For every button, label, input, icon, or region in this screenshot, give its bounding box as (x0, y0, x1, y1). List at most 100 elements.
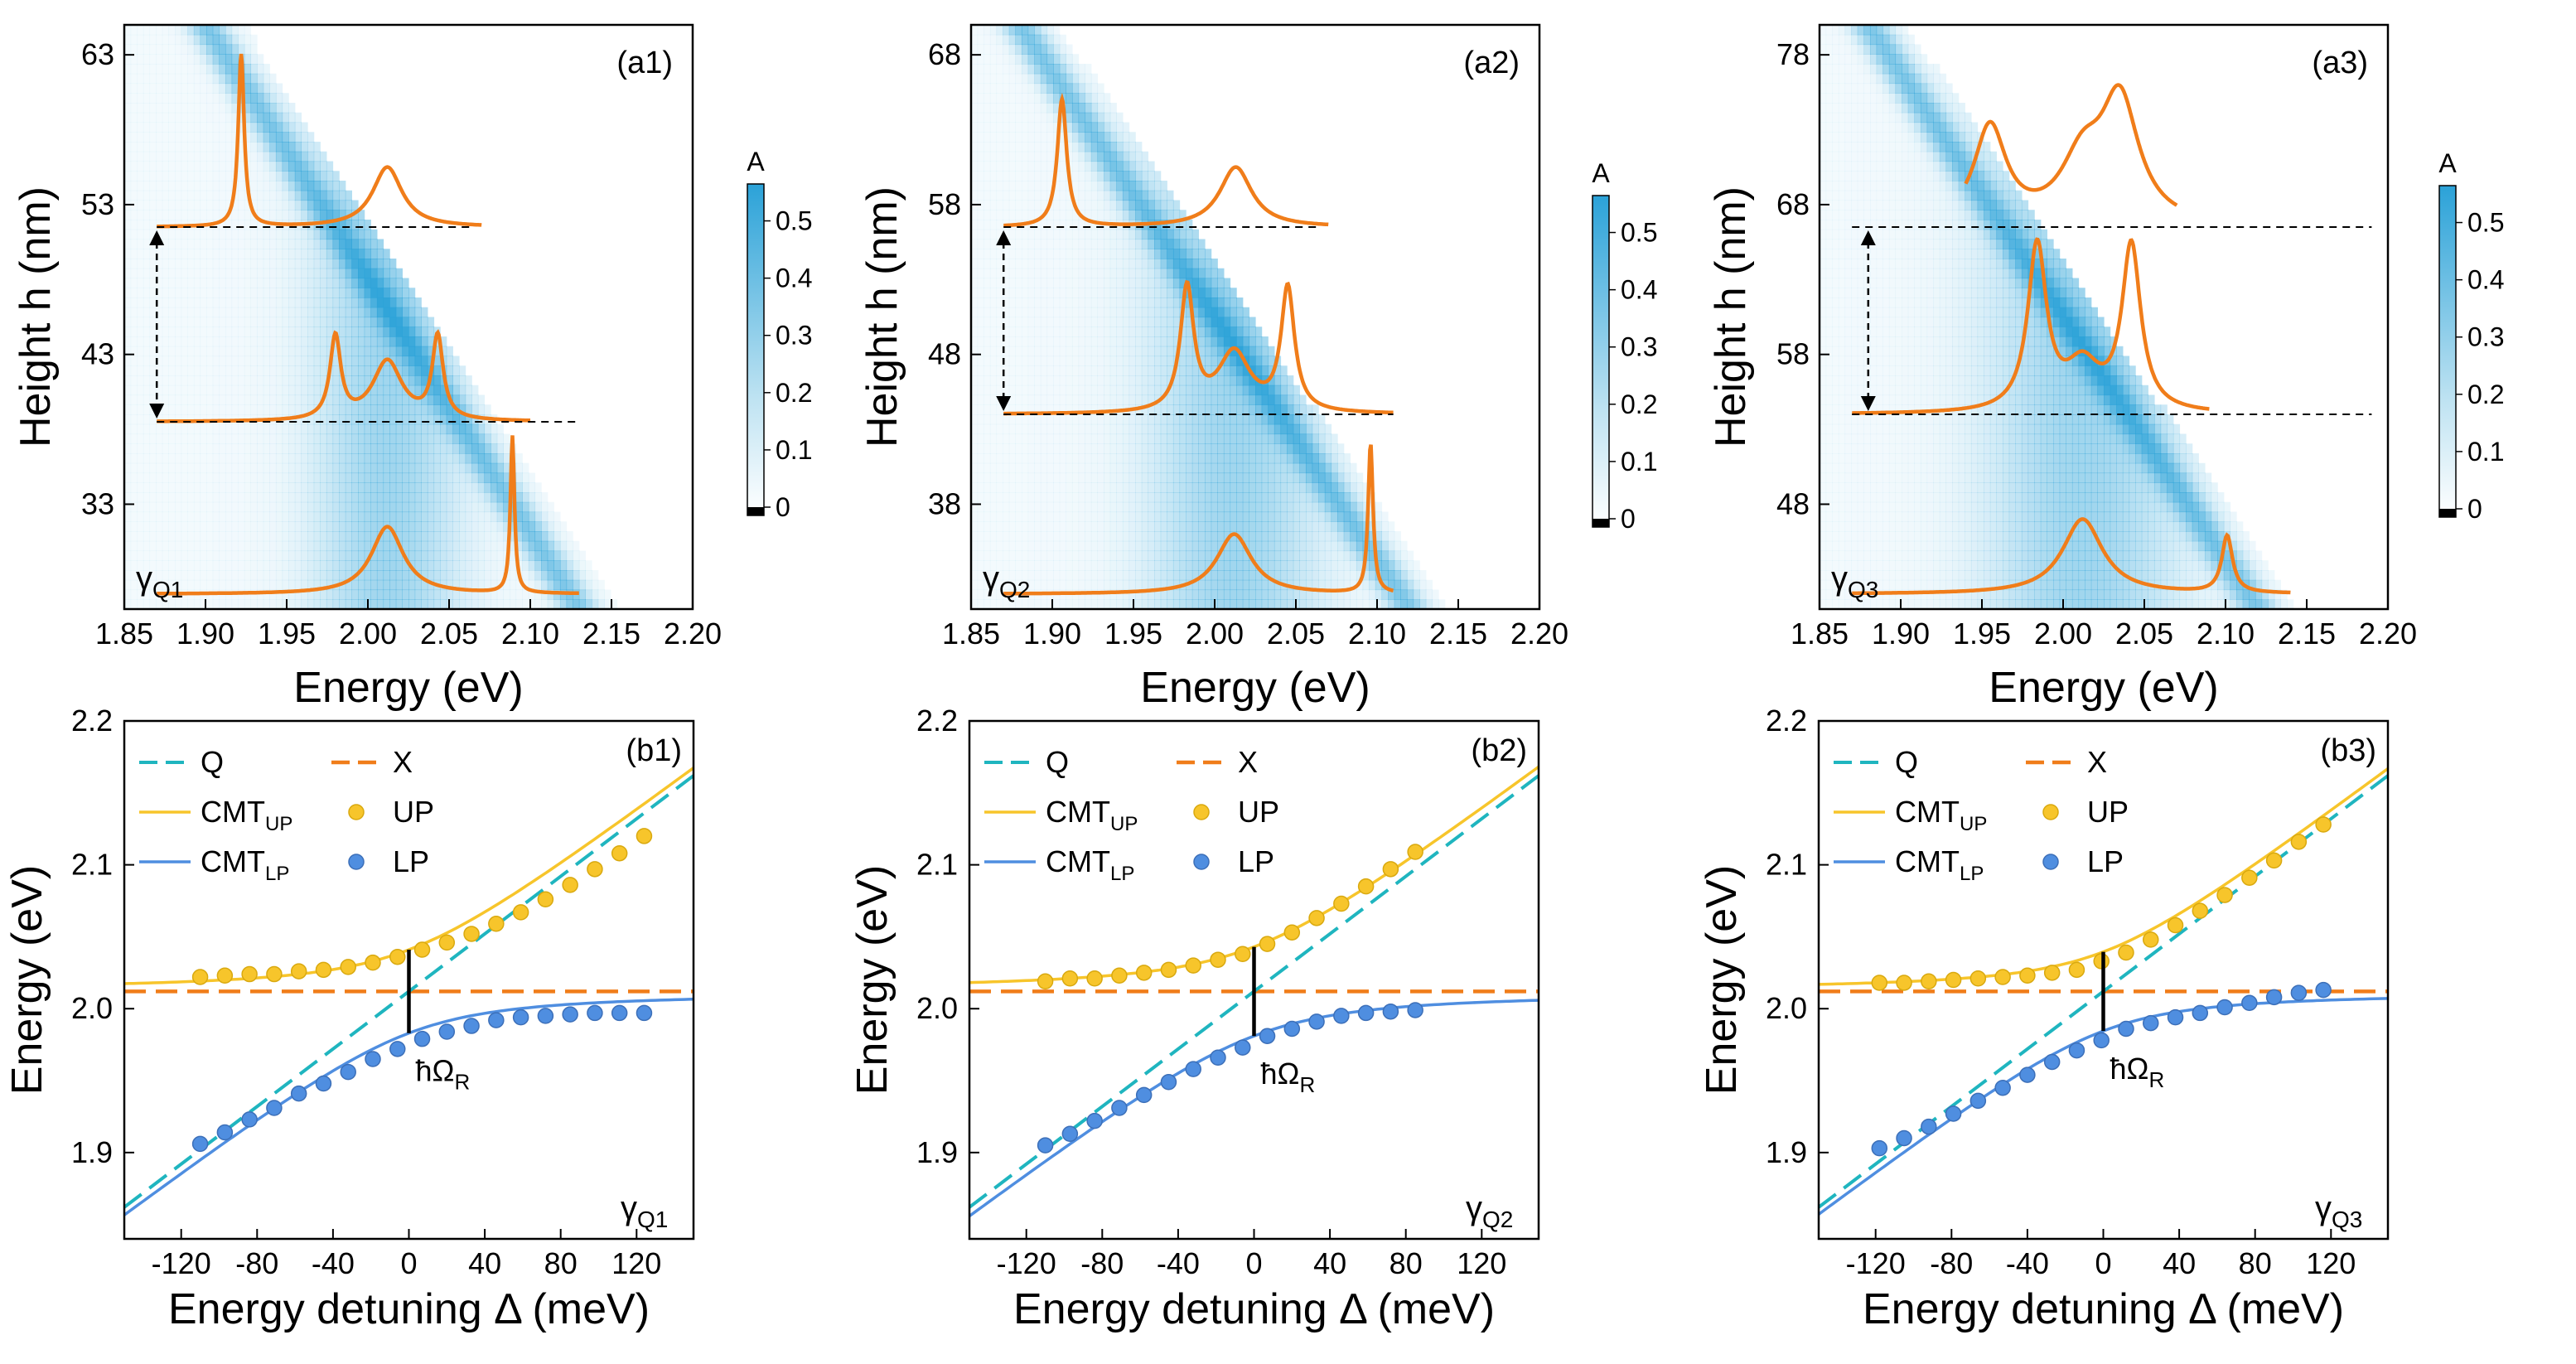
heatmap-cell (522, 560, 529, 571)
heatmap-cell (307, 511, 315, 522)
heatmap-cell (421, 599, 428, 609)
heatmap-cell (977, 511, 984, 522)
heatmap-cell (288, 356, 296, 366)
heatmap-cell (471, 501, 479, 513)
heatmap-cell (269, 161, 277, 172)
heatmap-cell (1268, 531, 1275, 542)
heatmap-cell (225, 268, 233, 279)
heatmap-cell (1287, 482, 1294, 493)
heatmap-cell (187, 161, 195, 172)
heatmap-cell (282, 259, 289, 269)
heatmap-cell (1230, 346, 1237, 357)
heatmap-cell (503, 462, 510, 474)
heatmap-cell (263, 122, 270, 133)
heatmap-cell (1059, 288, 1066, 298)
heatmap-cell (294, 346, 302, 357)
heatmap-cell (345, 307, 352, 318)
heatmap-cell (1148, 278, 1155, 288)
heatmap-cell (168, 599, 176, 609)
heatmap-cell (1135, 317, 1143, 327)
heatmap-cell (427, 423, 435, 435)
heatmap-cell (509, 511, 517, 522)
heatmap-cell (433, 472, 441, 483)
heatmap-cell (149, 589, 157, 600)
heatmap-cell (1021, 570, 1029, 581)
heatmap-cell (1242, 385, 1249, 396)
heatmap-cell (433, 482, 441, 493)
heatmap-cell (250, 375, 258, 386)
heatmap-cell (1141, 550, 1149, 561)
heatmap-cell (1406, 570, 1414, 581)
heatmap-cell (187, 83, 195, 94)
heatmap-cell (414, 511, 422, 522)
heatmap-cell (149, 540, 157, 552)
heatmap-cell (1122, 365, 1130, 376)
heatmap-cell (1413, 599, 1420, 609)
heatmap-cell (1312, 511, 1319, 522)
heatmap-cell (402, 540, 409, 552)
heatmap-cell (1167, 278, 1174, 288)
heatmap-cell (1211, 472, 1218, 483)
heatmap-cell (1299, 560, 1307, 571)
heatmap-cell (351, 375, 359, 386)
heatmap-cell (395, 385, 403, 396)
heatmap-cell (231, 511, 239, 522)
heatmap-cell (244, 531, 252, 542)
heatmap-cell (332, 550, 340, 561)
heatmap-cell (440, 423, 447, 435)
heatmap-cell (1021, 482, 1029, 493)
heatmap-cell (402, 501, 409, 513)
heatmap-cell (1027, 433, 1035, 444)
heatmap-cell (1268, 579, 1275, 591)
heatmap-cell (250, 278, 258, 288)
heatmap-cell (402, 365, 409, 376)
heatmap-cell (1053, 453, 1061, 464)
heatmap-cell (1343, 521, 1351, 532)
heatmap-cell (238, 394, 245, 405)
heatmap-cell (358, 560, 365, 571)
heatmap-cell (1154, 356, 1162, 366)
heatmap-cell (1008, 346, 1016, 357)
heatmap-cell (1008, 453, 1016, 464)
heatmap-cell (370, 336, 378, 347)
heatmap-cell (1015, 317, 1022, 327)
heatmap-cell (1230, 288, 1237, 298)
heatmap-cell (402, 404, 409, 415)
heatmap-cell (301, 501, 308, 513)
heatmap-cell (282, 122, 289, 133)
heatmap-cell (1097, 375, 1104, 386)
heatmap-cell (1090, 356, 1099, 366)
heatmap-cell (1148, 317, 1155, 327)
heatmap-cell (307, 365, 315, 376)
heatmap-cell (592, 599, 599, 609)
heatmap-cell (458, 511, 466, 522)
heatmap-cell (156, 394, 163, 405)
heatmap-cell (446, 482, 453, 493)
heatmap-cell (1236, 453, 1244, 464)
heatmap-cell (458, 550, 466, 561)
heatmap-cell (174, 54, 182, 65)
heatmap-cell (1154, 579, 1162, 591)
heatmap-cell (200, 423, 207, 435)
heatmap-cell (989, 336, 998, 347)
heatmap-cell (1008, 570, 1016, 581)
heatmap-cell (143, 239, 151, 249)
heatmap-cell (414, 521, 422, 532)
heatmap-cell (294, 336, 302, 347)
heatmap-cell (1109, 540, 1117, 552)
heatmap-cell (996, 472, 1003, 483)
heatmap-cell (491, 501, 498, 513)
heatmap-cell (1249, 365, 1256, 376)
heatmap-cell (1198, 375, 1206, 386)
heatmap-cell (1021, 550, 1029, 561)
heatmap-cell (1205, 579, 1212, 591)
heatmap-cell (433, 521, 441, 532)
heatmap-cell (1198, 336, 1206, 347)
heatmap-cell (1230, 492, 1237, 503)
heatmap-cell (257, 501, 264, 513)
heatmap-cell (137, 492, 144, 503)
heatmap-cell (168, 229, 176, 240)
heatmap-cell (1154, 307, 1162, 318)
heatmap-cell (193, 122, 201, 133)
heatmap-cell (1003, 404, 1010, 415)
